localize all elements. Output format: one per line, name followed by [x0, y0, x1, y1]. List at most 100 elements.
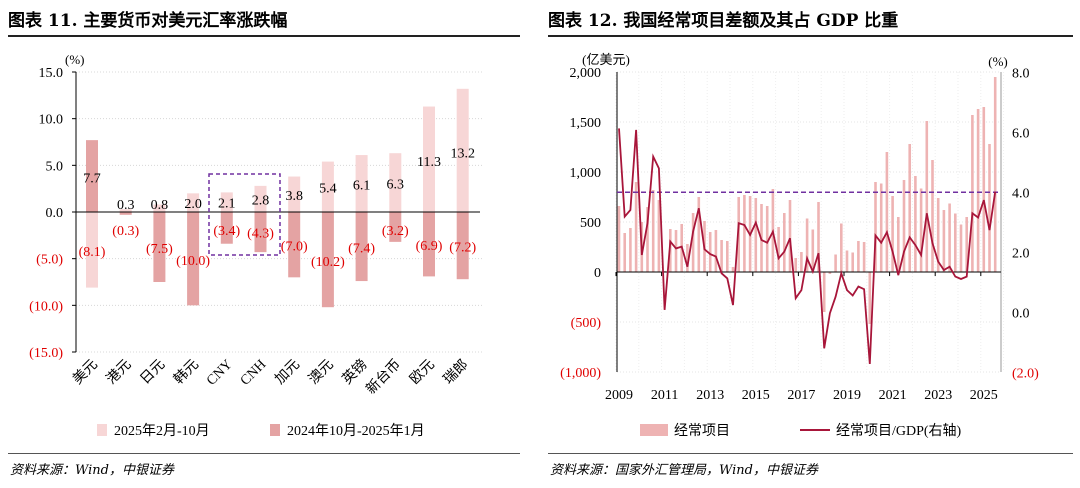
bar-light	[187, 193, 200, 212]
bar-dark	[254, 212, 267, 253]
bar-dark	[220, 212, 233, 244]
x-tick-label: 欧元	[407, 357, 438, 388]
bar-current-account	[817, 202, 820, 272]
data-label: (10.2)	[311, 255, 345, 270]
bar-current-account	[708, 232, 712, 272]
bar-dark	[389, 212, 402, 242]
bar-current-account	[931, 160, 934, 272]
data-label: 0.8	[151, 198, 169, 213]
bar-dark	[456, 212, 469, 280]
bar-current-account	[674, 230, 678, 272]
data-label: (7.5)	[146, 242, 173, 257]
y-right-unit: (%)	[988, 54, 1008, 69]
bar-current-account	[765, 206, 769, 272]
x-tick-label: 澳元	[306, 357, 337, 388]
y-tick-label: 0.0	[46, 206, 64, 221]
bar-dark	[153, 212, 166, 282]
bar-current-account	[754, 198, 758, 272]
data-label: (8.1)	[79, 245, 106, 260]
bar-current-account	[908, 144, 911, 272]
bar-light	[355, 155, 368, 212]
bar-light	[153, 204, 166, 212]
data-label: 2.1	[218, 197, 236, 212]
bar-current-account	[885, 152, 889, 272]
bar-current-account	[840, 223, 843, 272]
highlight-box	[208, 173, 281, 256]
left-footer-rule	[8, 453, 520, 454]
bar-current-account	[857, 241, 860, 272]
y-tick-label: 5.0	[46, 159, 64, 174]
bar-current-account	[959, 224, 963, 272]
bar-light	[389, 153, 402, 212]
data-label: (10.0)	[176, 254, 210, 269]
bar-dark	[321, 212, 334, 308]
bar-dark	[355, 212, 368, 282]
bar-current-account	[834, 254, 837, 272]
data-label: 6.3	[387, 178, 405, 193]
x-tick-label: 美元	[70, 357, 101, 388]
legend-swatch-dark	[270, 424, 280, 436]
data-label: (6.9)	[416, 239, 443, 254]
y-right-tick-label: (2.0)	[1012, 366, 1039, 381]
bar-current-account	[720, 240, 723, 272]
x-tick-label: CNY	[204, 357, 236, 389]
bar-current-account	[965, 217, 968, 272]
y-axis-unit: (%)	[65, 52, 85, 67]
right-title-rule	[548, 35, 1073, 37]
y-tick-label: 15.0	[39, 66, 64, 81]
bar-current-account	[936, 198, 940, 272]
y-tick-label: (15.0)	[29, 346, 63, 361]
bar-current-account	[982, 107, 986, 272]
y-right-tick-label: 4.0	[1012, 186, 1030, 201]
x-tick-label: 2013	[696, 388, 724, 403]
x-tick-label: 新台币	[363, 357, 404, 398]
left-chart-title: 图表 11. 主要货币对美元汇率涨跌幅	[8, 11, 288, 31]
data-label: 7.7	[83, 171, 101, 186]
bar-current-account	[971, 115, 974, 272]
legend-label: 经常项目/GDP(右轴)	[836, 423, 962, 439]
bar-current-account	[623, 233, 626, 272]
y-left-unit: (亿美元)	[582, 52, 630, 67]
bar-light	[254, 185, 267, 212]
data-label: (7.0)	[281, 240, 308, 255]
y-left-tick-label: 2,000	[570, 66, 602, 81]
bar-current-account	[993, 77, 997, 272]
bar-current-account	[851, 252, 854, 272]
bar-current-account	[657, 200, 661, 272]
data-label: (3.2)	[382, 224, 409, 239]
x-tick-label: 2015	[742, 388, 770, 403]
bar-current-account	[822, 272, 826, 312]
bar-current-account	[948, 203, 951, 272]
bar-current-account	[800, 252, 803, 272]
bar-current-account	[714, 230, 718, 272]
right-source: 资料来源：国家外汇管理局，Wind，中银证券	[550, 463, 818, 478]
bar-dark	[288, 212, 301, 278]
y-right-tick-label: 2.0	[1012, 246, 1030, 261]
x-tick-label: 2009	[605, 388, 633, 403]
bar-current-account	[731, 267, 735, 272]
y-left-tick-label: 1,500	[570, 116, 602, 131]
legend-swatch-light	[97, 424, 107, 436]
x-tick-label: 加元	[272, 357, 303, 388]
data-label: 5.4	[319, 182, 337, 197]
bar-current-account	[783, 213, 786, 272]
bar-current-account	[954, 213, 957, 272]
bar-current-account	[942, 210, 946, 272]
bar-current-account	[976, 109, 980, 272]
x-tick-label: 2017	[787, 388, 815, 403]
data-label: (7.2)	[449, 241, 476, 256]
x-tick-label: 2019	[833, 388, 861, 403]
bar-current-account	[902, 180, 906, 272]
bar-current-account	[629, 228, 632, 272]
bar-current-account	[868, 272, 872, 324]
bar-current-account	[862, 242, 866, 272]
bar-current-account	[691, 213, 695, 272]
x-tick-label: 日元	[138, 357, 168, 387]
y-right-tick-label: 0.0	[1012, 306, 1030, 321]
bar-dark	[187, 212, 200, 306]
bar-light	[288, 176, 301, 212]
bar-current-account	[788, 200, 792, 272]
bar-current-account	[879, 183, 883, 272]
data-label: (7.4)	[348, 242, 375, 257]
